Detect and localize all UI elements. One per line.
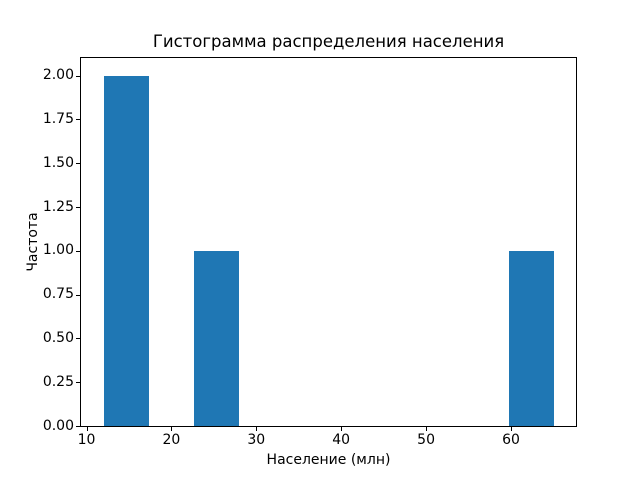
y-tick-label: 1.25 bbox=[42, 198, 74, 215]
y-tick-mark bbox=[76, 163, 80, 165]
histogram-bar bbox=[193, 250, 239, 426]
x-tick-label: 10 bbox=[77, 432, 96, 448]
plot-area bbox=[80, 57, 577, 427]
x-tick-mark bbox=[171, 427, 173, 431]
y-tick-mark bbox=[76, 250, 80, 252]
x-tick-label: 60 bbox=[502, 432, 520, 448]
y-tick-mark bbox=[76, 338, 80, 340]
x-tick-mark bbox=[511, 427, 512, 431]
x-tick-mark bbox=[426, 427, 428, 431]
x-tick-mark bbox=[341, 427, 343, 431]
x-tick-label: 40 bbox=[332, 432, 351, 448]
y-tick-label: 1.00 bbox=[42, 242, 74, 259]
y-tick-mark bbox=[76, 75, 80, 77]
x-axis-label: Население (млн) bbox=[266, 452, 391, 468]
y-tick-label: 0.50 bbox=[42, 329, 74, 346]
x-tick-label: 30 bbox=[247, 432, 266, 448]
x-tick-mark bbox=[86, 427, 88, 431]
y-tick-mark bbox=[76, 382, 80, 384]
histogram-bar bbox=[103, 75, 149, 426]
y-tick-label: 0.75 bbox=[42, 286, 74, 303]
x-tick-label: 50 bbox=[417, 432, 435, 448]
y-tick-mark bbox=[76, 294, 80, 296]
y-tick-mark bbox=[76, 119, 80, 121]
x-tick-label: 20 bbox=[162, 432, 181, 448]
y-tick-mark bbox=[76, 207, 80, 208]
y-tick-label: 0.00 bbox=[42, 417, 74, 434]
y-tick-mark bbox=[76, 426, 80, 427]
histogram-bar bbox=[508, 250, 554, 426]
y-tick-label: 0.25 bbox=[42, 373, 74, 390]
y-tick-label: 1.50 bbox=[42, 154, 74, 171]
y-tick-label: 2.00 bbox=[42, 67, 74, 83]
y-tick-label: 1.75 bbox=[42, 110, 74, 127]
y-axis-label: Частота bbox=[25, 212, 41, 272]
x-tick-mark bbox=[256, 427, 258, 431]
chart-title: Гистограмма распределения населения bbox=[152, 32, 505, 51]
